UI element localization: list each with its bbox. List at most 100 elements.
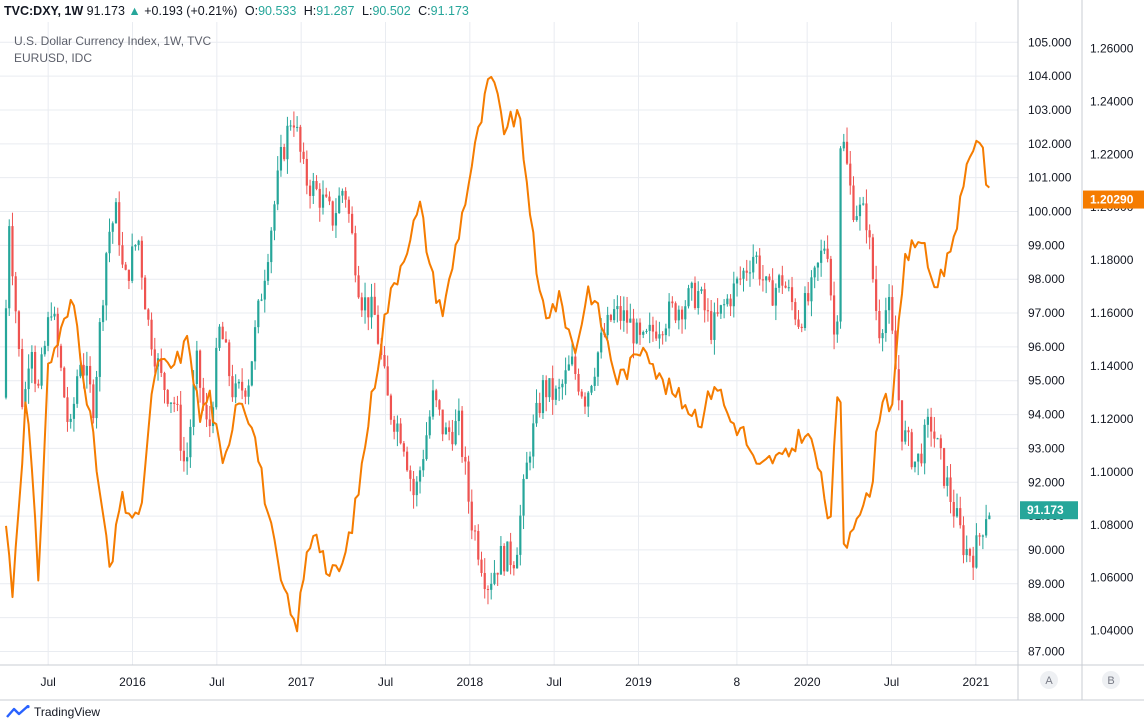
candle-body [509,541,512,566]
left-axis-tick-label: 95.000 [1028,374,1065,388]
candle-body [464,456,467,462]
candle-body [328,196,331,202]
candle-body [108,231,111,254]
candle-body [580,391,583,397]
candle-body [412,478,415,496]
candle-body [182,450,186,462]
pane-button-bg [1040,671,1058,689]
left-axis-tick-label: 104.000 [1028,69,1072,83]
candle-body [393,419,396,432]
candle-body [538,402,541,414]
candle-body [972,555,975,568]
candle-body [360,297,363,311]
candle-body [276,170,279,205]
candle-body [930,416,933,432]
candle-body [645,330,648,332]
symbol-name[interactable]: TVC:DXY, 1W [4,4,84,18]
candle-body [4,308,8,398]
candle-body [723,304,726,306]
symbol-header: TVC:DXY, 1W 91.173 ▲ +0.193 (+0.21%) O:9… [0,0,1144,22]
candle-body [53,313,56,317]
candle-body [946,477,949,486]
candle-body [541,380,545,414]
candle-body [402,443,405,452]
time-axis-tick-label: 2016 [119,675,146,689]
candle-body [85,365,88,376]
candle-body [978,535,981,537]
right-axis-tick-label: 1.12000 [1090,412,1134,426]
legend-dxy[interactable]: U.S. Dollar Currency Index, 1W, TVC [14,34,212,48]
candle-body [14,276,17,312]
candle-body [868,230,871,238]
candle-body [515,554,519,569]
candle-body [224,339,228,343]
candle-body [354,233,357,276]
candle-body [134,244,137,247]
right-axis-tick-label: 1.10000 [1090,465,1134,479]
candle-body [490,583,493,590]
candle-body [936,438,939,440]
candle-body [40,354,43,386]
candle-body [816,262,820,268]
legend-eurusd[interactable]: EURUSD, IDC [14,51,93,65]
price-change: +0.193 (+0.21%) [144,4,238,18]
left-axis-tick-label: 94.000 [1028,408,1065,422]
candle-body [409,470,412,479]
candle-body [270,230,273,263]
candle-body [985,519,988,536]
tradingview-logo-icon[interactable] [6,704,30,719]
candle-body [131,246,134,281]
eurusd-line [5,75,990,633]
candle-body [386,366,389,396]
candle-body [567,364,570,371]
candle-body [192,384,195,427]
candle-body [849,163,852,186]
candle-body [677,309,680,321]
candle-body [46,317,50,346]
candle-body [732,283,735,307]
left-axis-tick-label: 93.000 [1028,441,1065,455]
candle-body [674,303,677,321]
candle-body [399,423,402,444]
candle-body [920,453,923,464]
candle-body [632,318,635,344]
pane-button-bg [1102,671,1120,689]
time-axis-tick-label: 2018 [456,675,483,689]
candle-body [606,314,609,336]
candle-body [878,310,881,339]
candle-body [50,316,53,318]
candle-body [69,418,72,422]
candle-body [713,312,716,340]
candle-body [832,295,836,335]
candle-body [221,326,224,340]
candle-body [975,535,978,568]
right-axis-tick-label: 1.04000 [1090,624,1134,638]
eurusd-badge-bg [1083,190,1144,209]
left-axis-tick-label: 87.000 [1028,644,1065,658]
candle-body [926,416,929,425]
candle-body [668,301,671,329]
time-axis-tick-label: 2021 [962,675,989,689]
eurusd-last-price-badge: 1.20290 [1083,190,1144,209]
tradingview-brand[interactable]: TradingView [34,704,101,719]
candle-body [153,349,156,367]
candle-body [179,404,182,451]
candle-body [389,395,393,420]
candle-body [891,297,894,331]
candle-body [441,409,444,435]
candle-body [121,245,124,265]
candle-body [173,402,176,404]
candle-body [341,190,344,196]
candle-body [952,501,955,517]
candle-body [43,345,46,355]
candle-body [137,240,140,245]
candle-body [140,240,143,278]
candle-body [17,311,21,350]
candle-body [787,287,790,289]
candle-body [655,331,658,339]
candle-body [493,572,496,584]
candle-body [331,201,334,226]
left-axis-tick-label: 97.000 [1028,306,1065,320]
candle-body [897,369,900,401]
